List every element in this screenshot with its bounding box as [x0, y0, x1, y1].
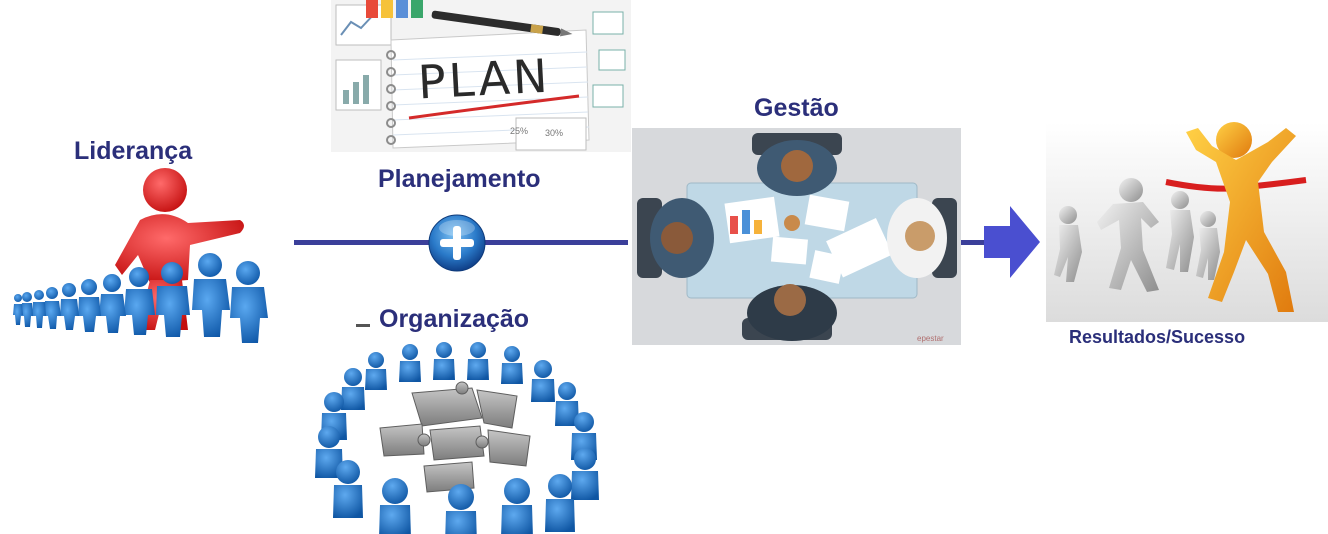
followers-group — [13, 253, 268, 343]
organization-image — [315, 342, 599, 534]
plan-handwritten-text: PLAN — [416, 48, 552, 110]
leadership-label: Liderança — [74, 137, 193, 165]
plan-chart-text-2: 30% — [545, 128, 564, 138]
plan-chart-text-1: 25% — [510, 126, 529, 136]
puzzle-pieces — [379, 381, 531, 493]
svg-text:epestar: epestar — [917, 334, 944, 343]
organization-bullet-mark — [356, 324, 370, 327]
people-circle — [315, 342, 599, 534]
results-image — [1046, 122, 1328, 322]
arrow-right-icon — [984, 206, 1040, 278]
winner-figure — [1186, 122, 1296, 312]
connector-line-right — [960, 240, 988, 245]
management-label: Gestão — [754, 94, 839, 122]
planning-label: Planejamento — [378, 165, 541, 193]
runners-group — [1054, 178, 1220, 292]
management-image: epestar — [632, 128, 961, 345]
meeting-people — [650, 140, 947, 341]
plus-icon — [428, 214, 486, 272]
results-label: Resultados/Sucesso — [1069, 327, 1246, 347]
leadership-image — [13, 168, 268, 343]
planning-image — [331, 0, 631, 152]
organization-label: Organização — [379, 305, 530, 333]
